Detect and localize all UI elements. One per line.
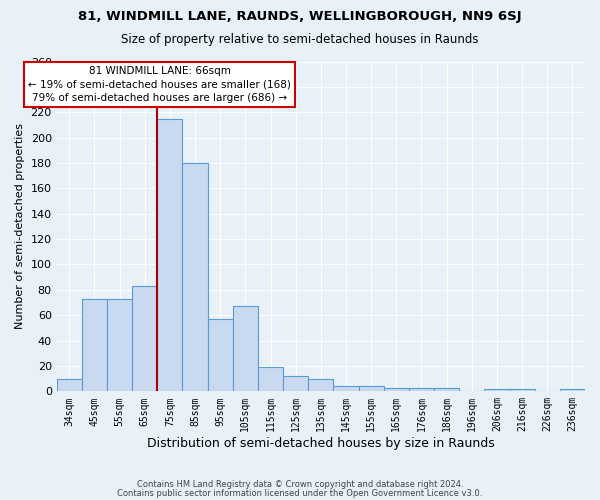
Y-axis label: Number of semi-detached properties: Number of semi-detached properties — [15, 124, 25, 330]
Bar — [509, 389, 535, 392]
Bar — [384, 388, 409, 392]
Bar — [132, 286, 157, 392]
Bar — [308, 378, 334, 392]
Bar — [560, 389, 585, 392]
Bar — [182, 163, 208, 392]
Text: 81, WINDMILL LANE, RAUNDS, WELLINGBOROUGH, NN9 6SJ: 81, WINDMILL LANE, RAUNDS, WELLINGBOROUG… — [78, 10, 522, 23]
Bar — [334, 386, 359, 392]
Text: 81 WINDMILL LANE: 66sqm
← 19% of semi-detached houses are smaller (168)
79% of s: 81 WINDMILL LANE: 66sqm ← 19% of semi-de… — [28, 66, 291, 103]
Text: Contains public sector information licensed under the Open Government Licence v3: Contains public sector information licen… — [118, 488, 482, 498]
Bar — [157, 118, 182, 392]
Text: Contains HM Land Registry data © Crown copyright and database right 2024.: Contains HM Land Registry data © Crown c… — [137, 480, 463, 489]
X-axis label: Distribution of semi-detached houses by size in Raunds: Distribution of semi-detached houses by … — [147, 437, 495, 450]
Text: Size of property relative to semi-detached houses in Raunds: Size of property relative to semi-detach… — [121, 32, 479, 46]
Bar — [233, 306, 258, 392]
Bar — [258, 367, 283, 392]
Bar — [434, 388, 459, 392]
Bar — [359, 386, 384, 392]
Bar — [208, 319, 233, 392]
Bar — [56, 378, 82, 392]
Bar — [409, 388, 434, 392]
Bar — [283, 376, 308, 392]
Bar — [107, 298, 132, 392]
Bar — [484, 389, 509, 392]
Bar — [82, 298, 107, 392]
